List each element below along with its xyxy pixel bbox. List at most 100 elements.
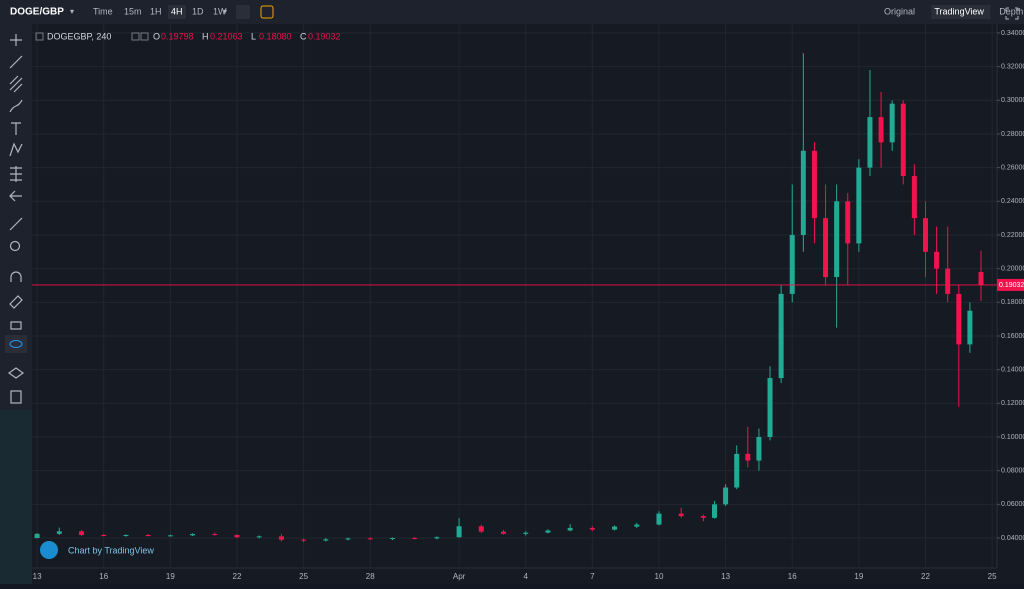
candle-body [845,201,851,244]
candle-body [545,530,551,533]
magnet-tool[interactable] [10,271,22,282]
brush-tool[interactable] [9,99,23,113]
line-tool[interactable] [9,55,23,69]
candle-body [256,536,262,538]
hide-tool[interactable] [9,340,23,348]
y-tick-label: 0.12000 [1001,400,1024,407]
interval-button[interactable]: 15m [124,6,142,16]
x-tick-label: 7 [590,572,595,581]
cross-tool[interactable] [10,34,22,46]
legend-icon [140,32,149,41]
ohlc-key: O [153,31,160,41]
interval-button[interactable]: 1D [192,6,204,16]
candle-body [190,533,196,536]
y-tick-label: 0.04000 [1001,535,1024,542]
toolbar-icons[interactable] [5,34,27,404]
candle-body [56,531,62,534]
symbol[interactable]: DOGE/GBP [10,7,64,18]
y-tick-label: 0.26000 [1001,164,1024,171]
x-tick-label: 19 [854,572,863,581]
interval-button[interactable]: Time [93,6,113,16]
layers-tool[interactable] [7,367,25,379]
candle-body [167,535,173,537]
candle-body [478,526,484,532]
y-tick-label: 0.20000 [1001,265,1024,272]
trash-tool[interactable] [10,390,22,404]
stay-drawing-tool[interactable] [9,295,23,309]
watermark[interactable]: Chart by TradingView [68,545,154,555]
view-switch: Original TradingView Depth [884,5,1023,19]
x-tick-label: 16 [788,572,797,581]
active-tool-bg[interactable] [5,335,27,353]
text-tool[interactable] [11,122,21,135]
ohlc-key: C [300,31,307,41]
view-button[interactable]: TradingView [934,6,984,16]
active-interval-bg[interactable] [168,5,186,19]
legend-icon [131,32,140,41]
candle-body [956,293,962,345]
x-tick-label: 22 [921,572,930,581]
interval-button[interactable]: 4H [171,6,183,16]
interval-bar: Time 15m 1H 4H 1D 1W [93,5,227,19]
x-tick-label: 13 [721,572,730,581]
y-tick-label: 0.32000 [1001,63,1024,70]
candle-body [145,534,151,536]
x-tick-label: 16 [99,572,108,581]
view-button[interactable]: Original [884,6,915,16]
interval-button[interactable]: 1H [150,6,162,16]
ruler-tool[interactable] [9,217,23,231]
pattern-tool[interactable] [9,142,23,157]
zoom-tool[interactable] [9,240,21,252]
candle-body [811,150,817,219]
y-tick-label: 0.28000 [1001,131,1024,138]
y-tick-label: 0.34000 [1001,30,1024,37]
view-button[interactable]: Depth [999,6,1023,16]
candle-body [789,234,795,294]
candle-body [412,538,418,540]
y-tick-label: 0.24000 [1001,198,1024,205]
x-tick-label: 10 [655,572,664,581]
y-tick-label: 0.30000 [1001,97,1024,104]
interval-button[interactable]: 1W [213,6,227,16]
candle-body [700,516,706,518]
candle-body [234,534,240,538]
fib-tool[interactable] [9,75,23,93]
active-view-bg[interactable] [931,5,991,19]
fullscreen-button[interactable] [1005,7,1019,20]
settings-button[interactable] [260,5,274,19]
legend-ohlc: O 0.19798 H 0.21063 L 0.18080 C 0.19032 [153,31,341,41]
candle-body [767,378,773,438]
x-tick-label: Apr [453,572,466,581]
candle-body [456,526,462,538]
candle-body [800,150,806,235]
prediction-tool[interactable] [10,166,22,182]
tv-logo[interactable] [40,541,58,559]
candle-body [834,201,840,278]
candle-body [656,513,662,525]
candle-body [323,539,329,541]
ohlc-key: H [202,31,209,41]
x-tick-label: 4 [523,572,528,581]
candle-body [367,538,373,540]
toolbar-footer [0,410,32,584]
back-tool[interactable] [9,190,22,202]
interval-dropdown[interactable]: ▾ [223,7,227,16]
candle-body [434,537,440,539]
candle-body [101,534,107,536]
candle-body [345,538,351,540]
candle-body [723,487,729,505]
collapse-legend[interactable] [35,32,44,41]
candle-body [711,504,717,518]
candle-body [889,103,895,143]
lock-tool[interactable] [10,321,22,330]
candle-body [123,534,129,536]
symbol-dropdown[interactable]: ▾ [70,7,74,16]
ohlc-value: 0.21063 [210,31,243,41]
candle-body [634,524,640,527]
x-tick-label: 22 [233,572,242,581]
x-tick-label: 28 [366,572,375,581]
candle-body [867,117,873,168]
indicators-button[interactable] [236,5,250,19]
y-tick-label: 0.10000 [1001,434,1024,441]
candle-body [734,453,740,488]
